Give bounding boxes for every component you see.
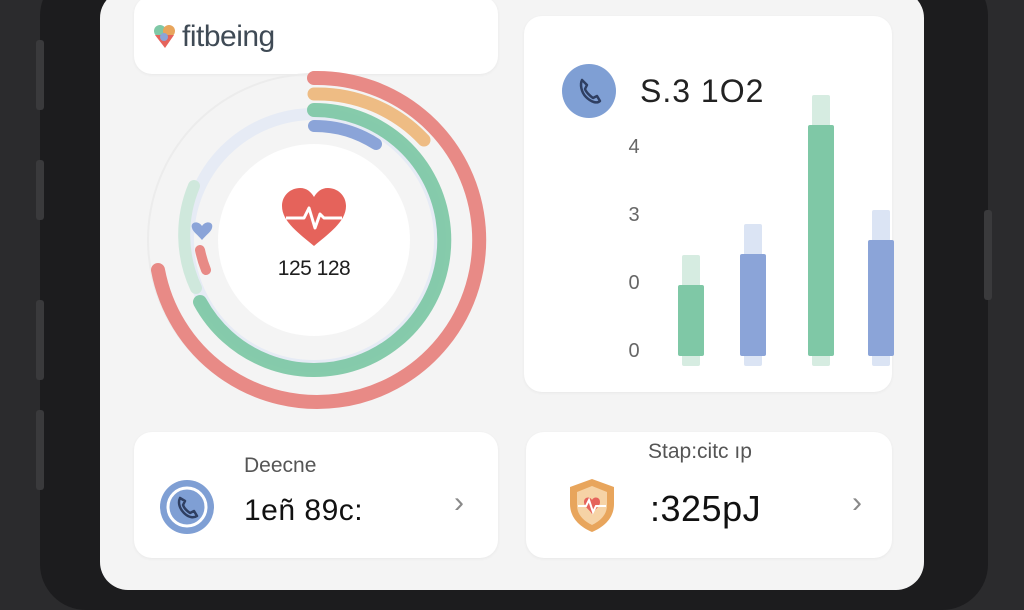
activity-rings[interactable]: 125 128 <box>134 70 494 414</box>
volume-button <box>36 160 44 220</box>
volume-button <box>36 410 44 490</box>
chevron-right-icon[interactable]: › <box>852 486 862 519</box>
bar[interactable] <box>808 124 834 356</box>
ring-orange <box>307 87 431 147</box>
stat-card-left[interactable]: Deecne 1eñ 89c: › <box>134 432 498 558</box>
logo-icon <box>154 25 175 48</box>
chart-title: S.3 1O2 <box>640 72 765 109</box>
volume-button <box>36 300 44 380</box>
ring-green <box>193 103 452 377</box>
stat-value-left: 1eñ 89c: <box>244 494 364 527</box>
small-heart-icon <box>191 222 213 240</box>
app-screen: fitbeing <box>100 0 924 590</box>
stat-label-right: Stap:citc ıp <box>648 440 752 463</box>
y-tick-label: 0 <box>628 272 640 294</box>
logo-card: fitbeing <box>134 0 498 74</box>
bar[interactable] <box>740 254 766 356</box>
volume-button <box>36 40 44 110</box>
shield-icon <box>570 479 614 532</box>
heart-icon <box>282 188 346 246</box>
ring-value: 125 128 <box>277 257 351 280</box>
chevron-right-icon[interactable]: › <box>454 486 464 519</box>
bar[interactable] <box>678 284 704 356</box>
stat-value-right: :325pJ <box>650 488 762 529</box>
rings-graphic <box>147 70 487 409</box>
ring-blue <box>308 119 382 150</box>
chart-header: S.3 1O2 <box>562 64 764 118</box>
bar[interactable] <box>868 240 894 356</box>
app-name: fitbeing <box>182 20 275 53</box>
chart-card: S.3 1O2 4 3 0 0 <box>524 16 894 392</box>
ring-inner <box>178 180 202 294</box>
stat-label-left: Deecne <box>244 454 317 477</box>
y-tick-label: 4 <box>628 136 640 158</box>
ring-red <box>151 70 487 409</box>
y-tick-label: 0 <box>628 340 640 362</box>
power-button <box>984 210 992 300</box>
phone-icon[interactable] <box>562 64 616 118</box>
ring-center: 125 128 <box>258 188 370 281</box>
app-logo: fitbeing <box>152 20 275 54</box>
phone-icon <box>160 480 214 534</box>
stat-card-right[interactable]: Stap:citc ıp :325pJ › <box>526 432 892 558</box>
y-tick-label: 3 <box>628 204 640 226</box>
